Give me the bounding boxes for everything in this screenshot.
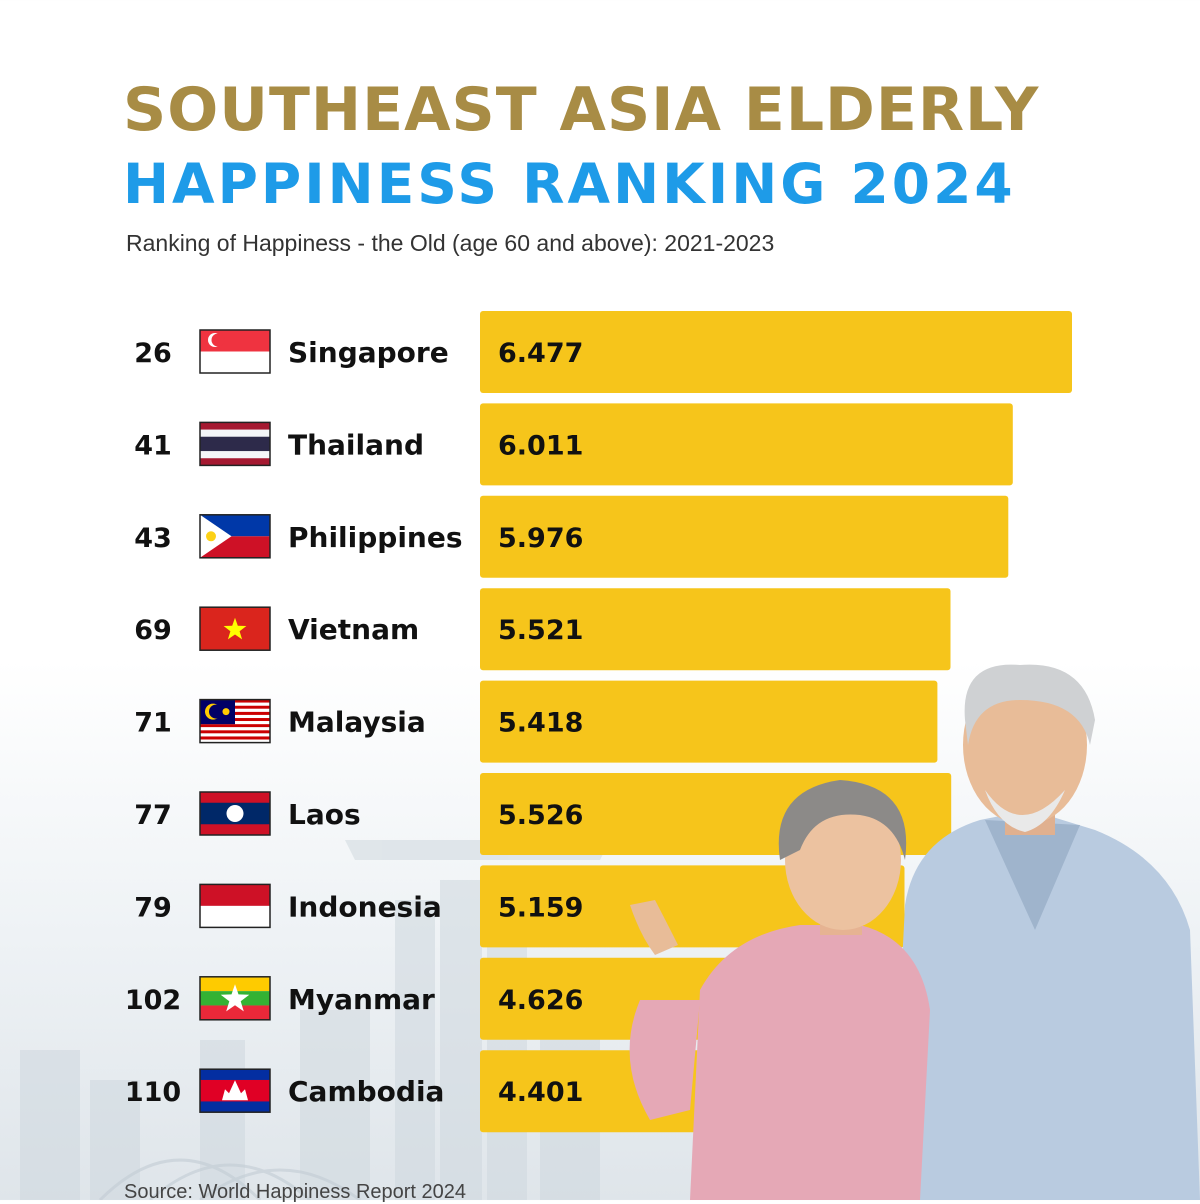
chart-row: 26 Singapore 6.477 — [134, 311, 1072, 393]
title-line-1: SOUTHEAST ASIA ELDERLY — [123, 75, 1040, 145]
bar-vietnam — [480, 588, 951, 671]
singapore-flag-icon — [199, 329, 271, 374]
rank-label: 41 — [134, 430, 172, 461]
country-label: Singapore — [288, 336, 449, 369]
country-label: Vietnam — [288, 613, 419, 646]
value-label: 5.418 — [498, 708, 583, 739]
country-label: Thailand — [288, 428, 424, 461]
rank-label: 71 — [134, 708, 172, 739]
rank-label: 69 — [134, 615, 172, 646]
chart-row: 43 Philippines 5.976 — [134, 495, 1009, 578]
title-line-2: HAPPINESS RANKING 2024 — [123, 152, 1016, 216]
value-label: 5.976 — [498, 523, 583, 554]
rank-label: 102 — [125, 985, 181, 1016]
rank-label: 26 — [134, 338, 172, 369]
value-label: 5.521 — [498, 615, 583, 646]
value-label: 4.626 — [498, 985, 583, 1016]
rank-label: 43 — [134, 523, 172, 554]
indonesia-flag-icon — [199, 883, 271, 929]
malaysia-flag-icon — [199, 698, 271, 744]
chart-row: 69 Vietnam 5.521 — [134, 588, 951, 671]
myanmar-flag-icon — [199, 976, 271, 1021]
value-label: 6.477 — [498, 338, 583, 369]
vietnam-flag-icon — [199, 606, 271, 651]
country-label: Philippines — [288, 521, 463, 554]
rank-label: 77 — [134, 800, 172, 831]
source-note: Source: World Happiness Report 2024 — [124, 1181, 467, 1203]
country-label: Malaysia — [288, 706, 426, 739]
thailand-flag-icon — [199, 421, 271, 467]
chart-row: 71 Malaysia 5.418 — [134, 680, 938, 763]
value-label: 4.401 — [498, 1077, 583, 1108]
chart-row: 79 Indonesia 5.159 — [134, 865, 905, 948]
philippines-flag-icon — [199, 514, 271, 559]
cambodia-flag-icon — [199, 1068, 271, 1113]
bar-singapore — [480, 311, 1072, 393]
country-label: Myanmar — [288, 983, 435, 1016]
bar-philippines — [480, 495, 1009, 578]
value-label: 5.159 — [498, 892, 583, 923]
subtitle: Ranking of Happiness - the Old (age 60 a… — [126, 230, 775, 256]
chart-row: 102 Myanmar 4.626 — [125, 957, 837, 1040]
chart-row: 110 Cambodia 4.401 — [125, 1050, 809, 1133]
laos-flag-icon — [199, 791, 271, 836]
country-label: Laos — [288, 798, 361, 831]
chart-row: 41 Thailand 6.011 — [134, 403, 1013, 486]
rank-label: 79 — [134, 892, 172, 923]
country-label: Cambodia — [288, 1075, 444, 1108]
chart-row: 77 Laos 5.526 — [134, 773, 952, 855]
value-label: 5.526 — [498, 800, 583, 831]
country-label: Indonesia — [288, 890, 442, 923]
bar-thailand — [480, 403, 1013, 486]
bar-malaysia — [480, 680, 938, 763]
value-label: 6.011 — [498, 430, 583, 461]
rank-label: 110 — [125, 1077, 181, 1108]
